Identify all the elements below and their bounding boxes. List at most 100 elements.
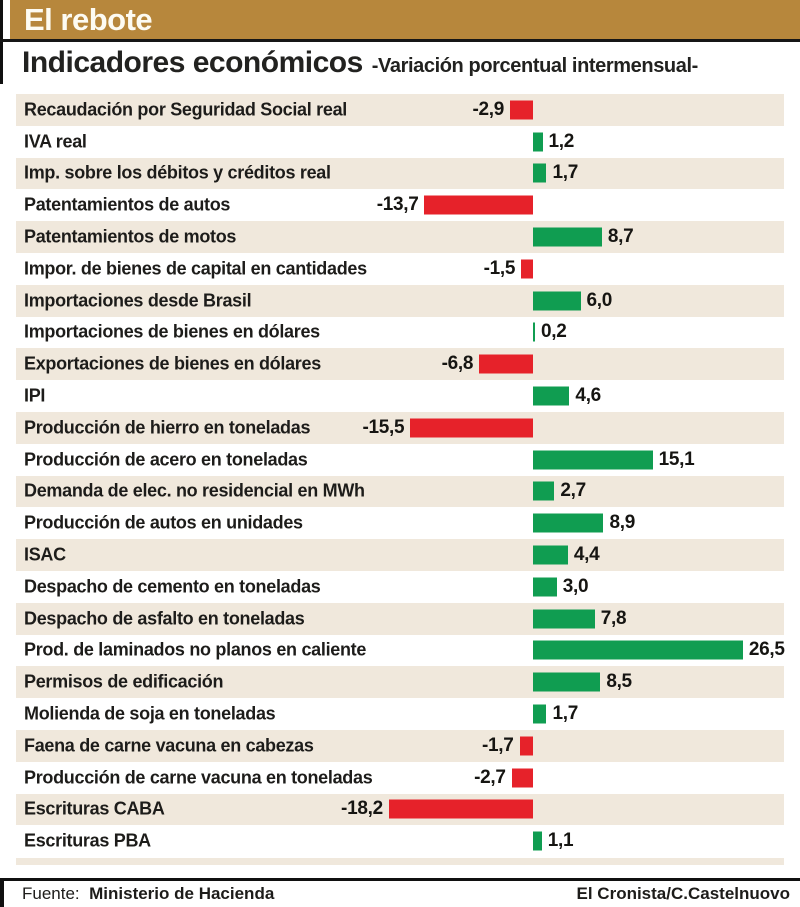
value-label: 26,5 <box>748 639 785 661</box>
positive-bar <box>533 386 570 406</box>
row-label: Importaciones de bienes en dólares <box>24 321 320 342</box>
row-label: IPI <box>24 385 46 406</box>
header-divider <box>0 39 800 42</box>
value-label: 7,8 <box>600 607 627 629</box>
row-label: Permisos de edificación <box>24 671 224 692</box>
row-label: IVA real <box>24 131 87 152</box>
value-label: 2,7 <box>560 480 586 502</box>
kicker-title: El rebote <box>24 2 153 37</box>
chart-row: Despacho de cemento en toneladas 3,0 <box>16 571 784 603</box>
chart-row: IPI 4,6 <box>16 380 784 412</box>
chart-row: Molienda de soja en toneladas 1,7 <box>16 698 784 730</box>
chart-row: Imp. sobre los débitos y créditos real 1,… <box>16 157 784 190</box>
left-edge-rule <box>0 0 3 84</box>
positive-bar <box>533 322 535 342</box>
chart-subtitle: -Variación porcentual intermensual- <box>371 55 698 77</box>
row-label: Despacho de cemento en toneladas <box>24 576 321 597</box>
chart-row: Despacho de asfalto en toneladas 7,8 <box>16 602 784 635</box>
value-label: -1,5 <box>483 257 516 279</box>
footer-divider <box>0 878 800 881</box>
chart-row: Producción de acero en toneladas 15,1 <box>16 444 784 476</box>
footer-edge-rule <box>0 878 4 907</box>
positive-bar <box>533 481 555 501</box>
value-label: 8,5 <box>606 671 632 693</box>
value-label: -6,8 <box>441 353 474 375</box>
positive-bar <box>533 545 568 565</box>
chart-row: Exportaciones de bienes en dólares -6,8 <box>16 348 784 381</box>
value-label: 0,2 <box>541 321 567 343</box>
row-label: Producción de carne vacuna en toneladas <box>24 767 373 788</box>
value-label: -18,2 <box>341 798 383 820</box>
chart-row: Escrituras PBA 1,1 <box>16 825 784 857</box>
value-label: 1,1 <box>547 830 574 852</box>
chart-row: Faena de carne vacuna en cabezas -1,7 <box>16 729 784 762</box>
row-label: Patentamientos de motos <box>24 226 237 247</box>
chart-row: Importaciones de bienes en dólares 0,2 <box>16 317 784 349</box>
chart-row: Patentamientos de motos 8,7 <box>16 221 784 253</box>
kicker-bar: El rebote <box>10 0 800 39</box>
chart-row: Patentamientos de autos -13,7 <box>16 189 784 221</box>
negative-bar <box>388 799 533 819</box>
row-label: Recaudación por Seguridad Social real <box>24 99 347 120</box>
value-label: 3,0 <box>562 575 589 597</box>
chart-row: Permisos de edificación 8,5 <box>16 666 784 699</box>
value-label: 1,7 <box>552 703 578 725</box>
negative-bar <box>519 736 533 756</box>
source-label: Fuente: <box>22 884 80 903</box>
value-label: 8,7 <box>607 226 634 248</box>
row-label: Producción de autos en unidades <box>24 512 303 533</box>
chart-row: Producción de carne vacuna en toneladas -… <box>16 762 784 794</box>
row-label: Imp. sobre los débitos y créditos real <box>24 162 331 183</box>
source-value: Ministerio de Hacienda <box>89 884 275 903</box>
value-label: 4,4 <box>573 544 600 566</box>
positive-bar <box>533 577 557 597</box>
value-label: 8,9 <box>609 512 635 534</box>
positive-bar <box>533 227 602 247</box>
bottom-empty-row <box>16 858 784 865</box>
positive-bar <box>533 450 653 470</box>
bar-chart: Recaudación por Seguridad Social real -2,… <box>16 94 785 857</box>
positive-bar <box>533 513 604 533</box>
row-label: ISAC <box>24 544 66 565</box>
credit-line: El Cronista/C.Castelnuovo <box>576 884 790 903</box>
positive-bar <box>533 640 743 660</box>
row-label: Prod. de laminados no planos en caliente <box>24 639 367 660</box>
value-label: 1,2 <box>548 130 575 152</box>
row-label: Despacho de asfalto en toneladas <box>24 608 305 629</box>
value-label: -2,9 <box>472 98 505 120</box>
chart-row: Importaciones desde Brasil 6,0 <box>16 284 784 317</box>
chart-row: Demanda de elec. no residencial en MWh 2,… <box>16 475 784 508</box>
chart-row: Prod. de laminados no planos en caliente… <box>16 635 785 667</box>
row-label: Demanda de elec. no residencial en MWh <box>24 480 365 501</box>
positive-bar <box>533 132 543 152</box>
chart-row: ISAC 4,4 <box>16 539 784 571</box>
row-label: Importaciones desde Brasil <box>24 290 252 311</box>
value-label: -1,7 <box>482 734 514 756</box>
positive-bar <box>533 704 547 724</box>
chart-row: Producción de autos en unidades 8,9 <box>16 507 784 539</box>
negative-bar <box>511 768 533 788</box>
row-label: Escrituras PBA <box>24 830 151 851</box>
row-label: Molienda de soja en toneladas <box>24 703 276 724</box>
chart-row: Escrituras CABA -18,2 <box>16 793 784 826</box>
negative-bar <box>479 354 533 374</box>
value-label: -2,7 <box>474 766 506 788</box>
chart-row: Impor. de bienes de capital en cantidade… <box>16 253 784 285</box>
row-label: Impor. de bienes de capital en cantidade… <box>24 258 367 279</box>
row-label: Producción de hierro en toneladas <box>24 417 311 438</box>
chart-row: Producción de hierro en toneladas -15,5 <box>16 411 784 444</box>
chart-title: Indicadores económicos <box>22 46 363 79</box>
chart-row: IVA real 1,2 <box>16 126 784 158</box>
value-label: 15,1 <box>658 448 695 470</box>
value-label: -15,5 <box>362 416 405 438</box>
row-label: Exportaciones de bienes en dólares <box>24 353 321 374</box>
value-label: -13,7 <box>376 194 419 216</box>
negative-bar <box>424 195 533 215</box>
negative-bar <box>521 259 533 279</box>
row-label: Escrituras CABA <box>24 798 165 819</box>
value-label: 4,6 <box>575 385 601 407</box>
row-label: Patentamientos de autos <box>24 194 231 215</box>
title-row: Indicadores económicos -Variación porcen… <box>22 46 792 84</box>
positive-bar <box>533 831 542 851</box>
